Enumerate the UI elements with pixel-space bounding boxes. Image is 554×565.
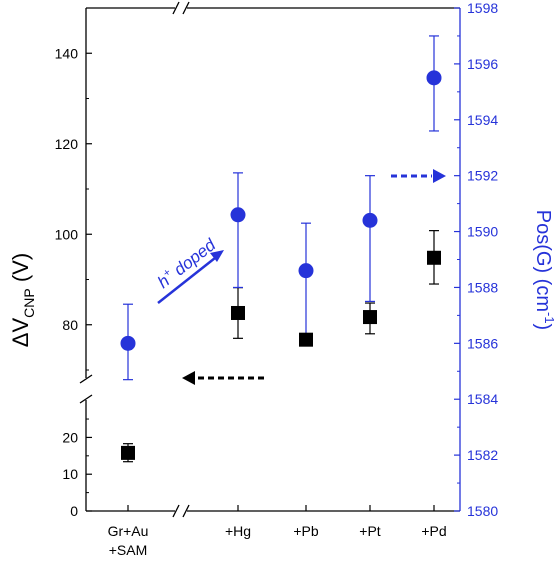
right-axis-title-sup: -1 [542,312,554,324]
left-tick-label: 20 [62,429,78,445]
right-tick-label: 1590 [467,224,498,240]
data-point-square [231,305,245,320]
right-tick-label: 1598 [467,0,498,16]
right-tick-label: 1594 [467,112,498,128]
data-point-square [427,250,441,265]
right-tick-label: 1582 [467,447,498,463]
x-tick-label: +Pt [359,523,381,539]
data-point-square [121,445,135,460]
left-tick-label: 120 [55,136,79,152]
data-points [120,70,442,460]
right-tick-label: 1592 [467,168,498,184]
data-point-circle [120,335,136,351]
left-tick-label: 0 [70,503,78,519]
annotation-arrows [157,169,446,385]
data-point-circle [230,207,246,223]
right-tick-label: 1580 [467,503,498,519]
left-tick-label: 100 [55,226,79,242]
right-tick-label: 1586 [467,335,498,351]
x-tick-label: Gr+Au [108,523,149,539]
left-tick-label: 80 [62,317,78,333]
left-axis-break-mark [79,394,93,404]
right-tick-label: 1596 [467,56,498,72]
top-axis-break-mark [182,1,190,15]
x-axis-ticks: Gr+Au +SAM +Hg +Pb +Pt +Pd [108,505,447,558]
error-bars [123,35,439,463]
right-tick-label: 1584 [467,391,498,407]
data-point-square [299,332,313,347]
doping-arrow-line [157,257,216,304]
left-axis-break-mark [79,374,93,384]
right-axis-arrow-head [433,169,446,183]
left-axis-ticks: 80 100 120 140 0 10 20 [55,7,92,519]
data-point-square [363,310,377,325]
doping-arrow-head [210,250,224,262]
x-axis-break-mark [182,504,190,518]
right-axis-ticks: 1580 1582 1584 1586 1588 1590 1592 1594 1596 1598 [454,0,498,519]
x-tick-label: +SAM [109,542,148,558]
data-point-circle [426,70,442,86]
right-axis-title-main: Pos(G) (cm [532,210,554,312]
x-tick-label: +Hg [225,523,251,539]
plot-frame [79,1,461,518]
data-point-circle [362,212,378,228]
left-axis-title: ΔVCNP (V) [8,253,37,347]
data-point-circle [298,263,314,279]
right-axis-title-end: ) [532,324,554,331]
left-axis-title-main: ΔV [8,318,33,348]
left-axis-title-unit: (V) [8,253,33,288]
left-axis-title-sub: CNP [21,288,37,318]
right-axis-title: Pos(G) (cm-1) [532,210,554,330]
right-tick-label: 1588 [467,279,498,295]
left-axis-arrow-head [182,371,195,385]
left-tick-label: 10 [62,466,78,482]
x-tick-label: +Pd [421,523,446,539]
x-tick-label: +Pb [293,523,319,539]
x-axis-break-mark [172,504,180,518]
top-axis-break-mark [172,1,180,15]
left-tick-label: 140 [55,45,79,61]
